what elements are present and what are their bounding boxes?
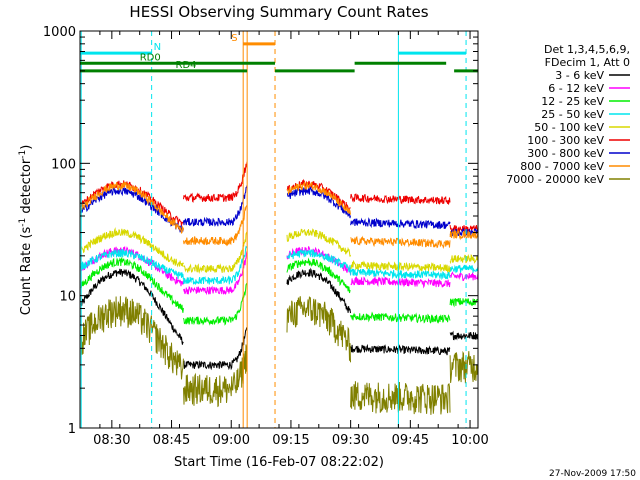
x-tick-label-4: 09:30 xyxy=(332,433,369,448)
y-tick-label-0: 1 xyxy=(68,422,76,437)
flag-label-s: S xyxy=(231,33,237,44)
legend-label-0: 3 - 6 keV xyxy=(555,69,604,82)
y-tick-label-3: 1000 xyxy=(43,25,76,40)
legend-label-2: 12 - 25 keV xyxy=(541,95,604,108)
series-line-8 xyxy=(80,295,479,415)
series-line-6 xyxy=(80,185,479,239)
series-line-2 xyxy=(80,256,479,326)
y-tick-label-1: 10 xyxy=(59,290,76,305)
chart-title: HESSI Observing Summary Count Rates xyxy=(129,3,428,21)
series-line-7 xyxy=(80,181,479,249)
legend: Det 1,3,4,5,6,9, FDecim 1, Att 0 3 - 6 k… xyxy=(506,43,630,186)
legend-label-1: 6 - 12 keV xyxy=(548,82,604,95)
y-tick-label-2: 100 xyxy=(51,157,76,172)
legend-label-5: 100 - 300 keV xyxy=(527,134,604,147)
y-axis-label: Count Rate (s-1 detector-1) xyxy=(18,145,34,316)
x-axis-label: Start Time (16-Feb-07 08:22:02) xyxy=(174,455,384,470)
x-tick-label-0: 08:30 xyxy=(93,433,130,448)
footer-timestamp: 27-Nov-2009 17:50 xyxy=(549,469,636,479)
legend-label-8: 7000 - 20000 keV xyxy=(506,173,604,186)
x-tick-label-5: 09:45 xyxy=(392,433,429,448)
flag-label-rd0: RD0 xyxy=(140,52,161,63)
legend-label-3: 25 - 50 keV xyxy=(541,108,604,121)
series-layer xyxy=(80,161,479,415)
legend-label-7: 800 - 7000 keV xyxy=(520,160,604,173)
plot-frame xyxy=(79,30,479,429)
x-tick-label-2: 09:00 xyxy=(213,433,250,448)
flag-label-n: N xyxy=(154,42,161,53)
series-line-3 xyxy=(80,245,479,285)
x-tick-label-3: 09:15 xyxy=(272,433,309,448)
axes: 08:30 08:45 09:00 09:15 09:30 09:45 10:00 1 10 10… xyxy=(43,25,489,448)
x-tick-label-1: 08:45 xyxy=(153,433,190,448)
x-tick-label-6: 10:00 xyxy=(451,433,488,448)
vertical-markers xyxy=(80,31,467,428)
series-line-0 xyxy=(80,267,479,371)
series-line-1 xyxy=(80,245,479,296)
legend-label-4: 50 - 100 keV xyxy=(534,121,604,134)
legend-label-6: 300 - 800 keV xyxy=(527,147,604,160)
flag-label-rd4: RD4 xyxy=(176,60,197,71)
legend-header-line-1: Det 1,3,4,5,6,9, xyxy=(544,43,630,56)
series-line-4 xyxy=(81,227,479,274)
legend-header-line-2: FDecim 1, Att 0 xyxy=(545,56,630,69)
